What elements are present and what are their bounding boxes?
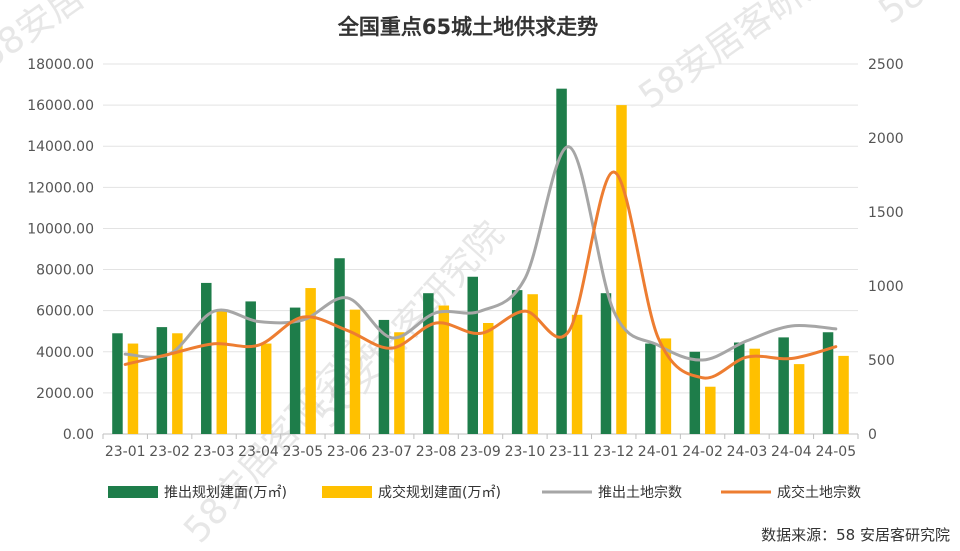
legend-swatch	[322, 486, 372, 498]
chart-title: 全国重点65城土地供求走势	[337, 15, 598, 39]
bar-supply	[201, 282, 212, 434]
y-left-tick-label: 12000.00	[27, 180, 94, 196]
x-tick-label: 23-09	[460, 444, 501, 460]
bar-deal	[616, 105, 627, 434]
watermark-text: 58安居客研究院	[872, 0, 960, 32]
x-tick-label: 23-03	[194, 444, 235, 460]
bar-deal	[793, 364, 805, 434]
y-left-tick-label: 0.00	[63, 427, 94, 443]
bar-supply	[822, 332, 834, 434]
bar-deal	[260, 343, 272, 434]
y-axis-right: 0 500 1000 1500 2000 2500	[868, 57, 904, 443]
y-right-tick-label: 500	[868, 353, 895, 369]
x-tick-label: 24-04	[771, 444, 812, 460]
bar-supply	[289, 307, 301, 434]
x-tick-label: 23-01	[105, 444, 146, 460]
bar-supply	[112, 333, 123, 434]
x-tick-label: 24-03	[727, 444, 768, 460]
lines	[123, 145, 838, 380]
legend-label: 推出规划建面(万㎡)	[164, 485, 287, 501]
line-supply-count	[123, 145, 838, 362]
bar-deal	[571, 314, 583, 434]
y-right-tick-label: 2500	[868, 57, 904, 73]
bar-supply	[334, 258, 345, 434]
y-right-tick-label: 0	[868, 427, 877, 443]
y-right-tick-label: 1000	[868, 279, 904, 295]
y-left-tick-label: 14000.00	[27, 139, 94, 155]
bar-deal	[172, 333, 183, 434]
y-axis-left: 0.00 2000.00 4000.00 6000.00 8000.00 10000.00…	[27, 57, 94, 443]
line-deal-count	[123, 170, 838, 380]
y-right-tick-label: 1500	[868, 205, 904, 221]
bar-supply	[511, 290, 523, 434]
bar-deal	[349, 309, 361, 434]
x-tick-label: 23-02	[149, 444, 190, 460]
x-tick-label: 24-01	[638, 444, 679, 460]
y-left-tick-label: 4000.00	[36, 345, 94, 361]
y-left-tick-label: 16000.00	[27, 98, 94, 114]
bar-supply	[645, 343, 656, 434]
y-left-tick-label: 18000.00	[27, 57, 94, 73]
x-tick-label: 23-06	[327, 444, 368, 460]
bar-supply	[467, 276, 478, 434]
watermark-text: 58安居客研究院	[632, 0, 870, 117]
x-tick-label: 24-02	[682, 444, 723, 460]
legend-label: 推出土地宗数	[598, 485, 682, 501]
bar-supply	[156, 327, 168, 434]
source-note: 数据来源：58 安居客研究院	[761, 526, 950, 544]
bar-deal	[127, 343, 139, 434]
y-left-tick-label: 2000.00	[36, 386, 94, 402]
y-left-tick-label: 6000.00	[36, 304, 94, 320]
bar-supply	[600, 293, 612, 434]
y-left-tick-label: 10000.00	[27, 221, 94, 237]
x-tick-label: 23-10	[505, 444, 546, 460]
x-tick-label: 23-11	[549, 444, 590, 460]
bar-supply	[689, 351, 701, 434]
bar-supply	[733, 342, 745, 434]
bar-deal	[660, 338, 672, 434]
bar-supply	[378, 319, 390, 434]
bar-deal	[394, 332, 405, 434]
x-tick-label: 23-12	[593, 444, 634, 460]
y-left-tick-label: 8000.00	[36, 263, 94, 279]
legend-label: 成交土地宗数	[777, 484, 861, 501]
bar-deal	[438, 305, 450, 434]
bar-deal	[705, 386, 716, 434]
bar-supply	[778, 337, 789, 434]
x-tick-label: 24-05	[815, 444, 856, 460]
legend-swatch	[108, 486, 158, 498]
bars	[112, 88, 849, 435]
y-right-tick-label: 2000	[868, 131, 904, 147]
bar-deal	[838, 355, 849, 434]
bar-supply	[423, 293, 434, 434]
bar-supply	[245, 301, 256, 434]
x-tick-label: 23-07	[371, 444, 412, 460]
bar-supply	[556, 88, 567, 435]
legend: 推出规划建面(万㎡) 成交规划建面(万㎡) 推出土地宗数 成交土地宗数	[108, 484, 861, 501]
bar-deal	[483, 323, 494, 434]
legend-label: 成交规划建面(万㎡)	[378, 484, 501, 501]
bar-deal	[527, 294, 538, 434]
x-tick-label: 23-05	[283, 444, 324, 460]
x-axis: 23-01 23-02 23-03 23-04 23-05 23-06 23-07 23-08…	[102, 434, 859, 460]
bar-deal	[216, 309, 228, 434]
x-tick-label: 23-04	[238, 444, 279, 460]
bar-deal	[749, 348, 760, 434]
bar-deal	[305, 288, 316, 434]
x-tick-label: 23-08	[416, 444, 457, 460]
